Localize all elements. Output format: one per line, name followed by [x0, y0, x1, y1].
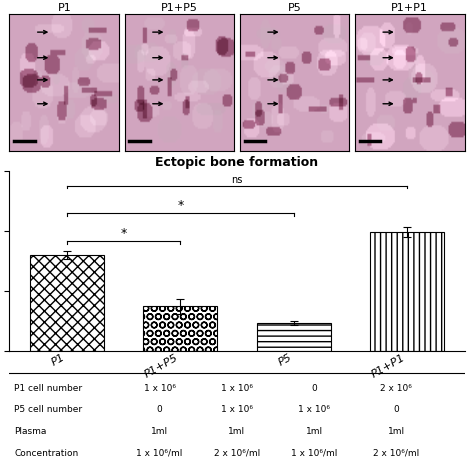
- Text: 1ml: 1ml: [228, 427, 246, 436]
- Text: 2 x 10⁶/ml: 2 x 10⁶/ml: [373, 449, 419, 458]
- Text: 2 x 10⁶/ml: 2 x 10⁶/ml: [214, 449, 260, 458]
- Text: 1 x 10⁶: 1 x 10⁶: [221, 405, 253, 414]
- Bar: [257, 323, 330, 351]
- Text: 1ml: 1ml: [151, 427, 168, 436]
- Text: Concentration: Concentration: [14, 449, 78, 458]
- Text: Plasma: Plasma: [14, 427, 46, 436]
- Text: 1 x 10⁶: 1 x 10⁶: [144, 384, 176, 393]
- Bar: [30, 255, 104, 351]
- Text: *: *: [120, 227, 127, 240]
- Title: P1: P1: [57, 3, 71, 13]
- Bar: [370, 232, 444, 351]
- Bar: [144, 306, 217, 351]
- Text: 1 x 10⁶/ml: 1 x 10⁶/ml: [137, 449, 183, 458]
- Text: 1ml: 1ml: [306, 427, 323, 436]
- Title: P5: P5: [288, 3, 301, 13]
- Text: 0: 0: [157, 405, 163, 414]
- Text: 2 x 10⁶: 2 x 10⁶: [380, 384, 412, 393]
- Title: Ectopic bone formation: Ectopic bone formation: [155, 155, 319, 169]
- Text: 1 x 10⁶: 1 x 10⁶: [298, 405, 330, 414]
- Text: 0: 0: [393, 405, 399, 414]
- Text: P1 cell number: P1 cell number: [14, 384, 82, 393]
- Title: P1+P5: P1+P5: [161, 3, 198, 13]
- Text: 0: 0: [311, 384, 317, 393]
- Text: *: *: [177, 200, 183, 212]
- Text: P5 cell number: P5 cell number: [14, 405, 82, 414]
- Text: 1 x 10⁶: 1 x 10⁶: [221, 384, 253, 393]
- Text: ns: ns: [231, 175, 243, 185]
- Text: 1 x 10⁶/ml: 1 x 10⁶/ml: [291, 449, 337, 458]
- Title: P1+P1: P1+P1: [391, 3, 428, 13]
- Text: 1ml: 1ml: [388, 427, 405, 436]
